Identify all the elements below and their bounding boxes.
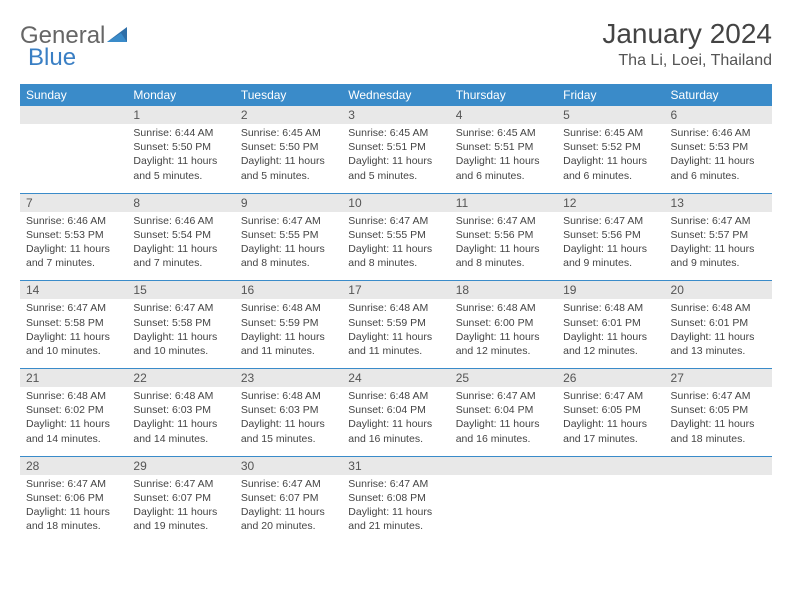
date-cell: 31 [342,457,449,475]
info-row: Sunrise: 6:47 AMSunset: 5:58 PMDaylight:… [20,299,772,368]
date-cell: 23 [235,369,342,387]
date-cell: 7 [20,194,127,212]
date-cell: 22 [127,369,234,387]
info-cell: Sunrise: 6:47 AMSunset: 5:55 PMDaylight:… [342,212,449,281]
info-cell: Sunrise: 6:48 AMSunset: 5:59 PMDaylight:… [235,299,342,368]
info-cell: Sunrise: 6:47 AMSunset: 6:07 PMDaylight:… [235,475,342,544]
date-cell: 14 [20,281,127,299]
date-cell: 10 [342,194,449,212]
title-block: January 2024 Tha Li, Loei, Thailand [602,18,772,70]
info-cell: Sunrise: 6:47 AMSunset: 5:56 PMDaylight:… [557,212,664,281]
info-cell [557,475,664,544]
info-cell: Sunrise: 6:46 AMSunset: 5:54 PMDaylight:… [127,212,234,281]
date-cell: 15 [127,281,234,299]
date-cell: 30 [235,457,342,475]
info-cell: Sunrise: 6:48 AMSunset: 6:03 PMDaylight:… [127,387,234,456]
info-cell [450,475,557,544]
date-row: 28293031 [20,457,772,475]
info-cell: Sunrise: 6:48 AMSunset: 6:03 PMDaylight:… [235,387,342,456]
weeks-table: 123456Sunrise: 6:44 AMSunset: 5:50 PMDay… [20,106,772,543]
day-header-row: Sunday Monday Tuesday Wednesday Thursday… [20,84,772,106]
info-row: Sunrise: 6:47 AMSunset: 6:06 PMDaylight:… [20,475,772,544]
logo-blue-row: Blue [28,44,76,72]
date-cell: 1 [127,106,234,124]
info-cell: Sunrise: 6:47 AMSunset: 5:58 PMDaylight:… [127,299,234,368]
date-cell: 20 [665,281,772,299]
day-header: Saturday [665,84,772,106]
date-cell: 4 [450,106,557,124]
info-cell: Sunrise: 6:48 AMSunset: 6:01 PMDaylight:… [557,299,664,368]
info-cell: Sunrise: 6:45 AMSunset: 5:50 PMDaylight:… [235,124,342,193]
calendar-table: Sunday Monday Tuesday Wednesday Thursday… [20,84,772,106]
info-cell: Sunrise: 6:47 AMSunset: 6:07 PMDaylight:… [127,475,234,544]
date-cell: 5 [557,106,664,124]
date-cell: 27 [665,369,772,387]
info-cell: Sunrise: 6:46 AMSunset: 5:53 PMDaylight:… [665,124,772,193]
day-header: Monday [127,84,234,106]
date-cell [557,457,664,475]
date-cell [665,457,772,475]
date-row: 14151617181920 [20,281,772,299]
date-cell: 21 [20,369,127,387]
date-row: 78910111213 [20,194,772,212]
logo-text-blue: Blue [28,44,76,71]
date-cell: 9 [235,194,342,212]
date-cell: 24 [342,369,449,387]
location-label: Tha Li, Loei, Thailand [602,52,772,70]
info-cell: Sunrise: 6:44 AMSunset: 5:50 PMDaylight:… [127,124,234,193]
info-cell: Sunrise: 6:48 AMSunset: 5:59 PMDaylight:… [342,299,449,368]
date-cell: 28 [20,457,127,475]
info-row: Sunrise: 6:44 AMSunset: 5:50 PMDaylight:… [20,124,772,193]
info-cell: Sunrise: 6:45 AMSunset: 5:51 PMDaylight:… [342,124,449,193]
month-title: January 2024 [602,18,772,50]
date-cell: 17 [342,281,449,299]
info-cell: Sunrise: 6:47 AMSunset: 6:05 PMDaylight:… [665,387,772,456]
info-cell: Sunrise: 6:47 AMSunset: 6:04 PMDaylight:… [450,387,557,456]
date-row: 21222324252627 [20,369,772,387]
date-cell: 3 [342,106,449,124]
date-cell: 16 [235,281,342,299]
date-cell: 26 [557,369,664,387]
day-header: Thursday [450,84,557,106]
date-cell: 18 [450,281,557,299]
date-cell [450,457,557,475]
info-cell: Sunrise: 6:47 AMSunset: 5:55 PMDaylight:… [235,212,342,281]
day-header: Sunday [20,84,127,106]
day-header: Tuesday [235,84,342,106]
info-cell: Sunrise: 6:47 AMSunset: 5:58 PMDaylight:… [20,299,127,368]
date-cell: 19 [557,281,664,299]
info-cell: Sunrise: 6:45 AMSunset: 5:51 PMDaylight:… [450,124,557,193]
info-row: Sunrise: 6:46 AMSunset: 5:53 PMDaylight:… [20,212,772,281]
info-cell: Sunrise: 6:47 AMSunset: 5:56 PMDaylight:… [450,212,557,281]
info-cell [665,475,772,544]
info-cell [20,124,127,193]
info-cell: Sunrise: 6:46 AMSunset: 5:53 PMDaylight:… [20,212,127,281]
date-cell [20,106,127,124]
date-cell: 8 [127,194,234,212]
info-cell: Sunrise: 6:47 AMSunset: 6:05 PMDaylight:… [557,387,664,456]
info-cell: Sunrise: 6:47 AMSunset: 6:06 PMDaylight:… [20,475,127,544]
info-cell: Sunrise: 6:47 AMSunset: 5:57 PMDaylight:… [665,212,772,281]
info-row: Sunrise: 6:48 AMSunset: 6:02 PMDaylight:… [20,387,772,456]
date-cell: 2 [235,106,342,124]
date-cell: 6 [665,106,772,124]
date-cell: 29 [127,457,234,475]
date-cell: 25 [450,369,557,387]
info-cell: Sunrise: 6:47 AMSunset: 6:08 PMDaylight:… [342,475,449,544]
day-header: Friday [557,84,664,106]
day-header: Wednesday [342,84,449,106]
date-cell: 12 [557,194,664,212]
header: General January 2024 Tha Li, Loei, Thail… [20,18,772,70]
date-cell: 13 [665,194,772,212]
info-cell: Sunrise: 6:48 AMSunset: 6:04 PMDaylight:… [342,387,449,456]
info-cell: Sunrise: 6:48 AMSunset: 6:02 PMDaylight:… [20,387,127,456]
info-cell: Sunrise: 6:48 AMSunset: 6:01 PMDaylight:… [665,299,772,368]
date-row: 123456 [20,106,772,124]
info-cell: Sunrise: 6:45 AMSunset: 5:52 PMDaylight:… [557,124,664,193]
date-cell: 11 [450,194,557,212]
logo-triangle-icon [107,22,129,50]
info-cell: Sunrise: 6:48 AMSunset: 6:00 PMDaylight:… [450,299,557,368]
